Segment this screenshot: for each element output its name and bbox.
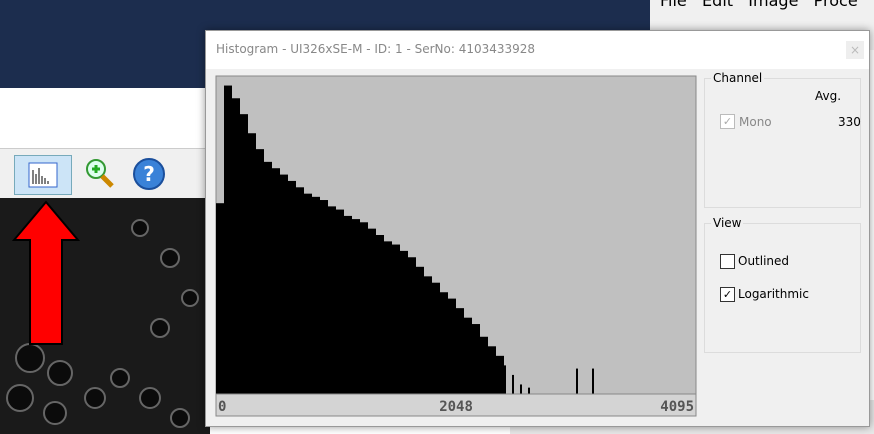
histogram-bar (360, 222, 368, 394)
histogram-bar (288, 181, 296, 394)
histogram-bar (400, 251, 408, 394)
menu-item[interactable]: Image (748, 0, 798, 10)
histogram-bar (480, 337, 488, 394)
histogram-bar (384, 241, 392, 394)
histogram-bar (368, 229, 376, 394)
menu-item[interactable]: Edit (702, 0, 733, 10)
close-button[interactable]: × (846, 41, 864, 59)
menu-item[interactable]: Proce (814, 0, 858, 10)
avg-value: 330 (838, 115, 861, 129)
checkbox-label: Logarithmic (738, 287, 809, 301)
histogram-bar (464, 318, 472, 394)
histogram-bar (392, 245, 400, 394)
group-label: Channel (711, 71, 764, 85)
zoom-button[interactable] (80, 155, 120, 193)
toolbar: ? (0, 148, 205, 199)
histogram-bar (312, 197, 320, 394)
histogram-bar (408, 257, 416, 394)
histogram-bar (520, 384, 522, 394)
title-bar: Histogram - UI326xSE-M - ID: 1 - SerNo: … (206, 31, 869, 69)
histogram-panel: 0 2048 4095 (215, 75, 697, 417)
histogram-bar (248, 133, 256, 394)
histogram-bar (472, 324, 480, 394)
histogram-bar (256, 149, 264, 394)
histogram-bar (352, 219, 360, 394)
menu-item[interactable]: File (660, 0, 687, 10)
histogram-bar (328, 206, 336, 394)
histogram-bar (416, 267, 424, 394)
histogram-bar (424, 276, 432, 394)
histogram-bar (272, 168, 280, 394)
histogram-bar (336, 210, 344, 394)
histogram-bar (576, 369, 578, 394)
icon (28, 162, 58, 188)
histogram-bar (280, 175, 288, 394)
histogram-bar (224, 86, 232, 394)
histogram-bar (440, 292, 448, 394)
group-label: View (711, 216, 743, 230)
histogram-bar (344, 216, 352, 394)
x-tick-label: 2048 (439, 399, 473, 415)
help-button[interactable]: ? (130, 155, 170, 193)
channel-group: Channel Avg. ✓ Mono 330 (704, 78, 861, 208)
x-tick-label: 0 (218, 399, 226, 415)
red-arrow (12, 200, 80, 346)
histogram-bar (264, 162, 272, 394)
histogram-bar (216, 203, 224, 394)
histogram-button[interactable] (14, 155, 72, 195)
histogram-dialog: Histogram - UI326xSE-M - ID: 1 - SerNo: … (205, 30, 870, 427)
checkbox-label: Mono (739, 115, 772, 129)
histogram-bar (456, 308, 464, 394)
histogram-bar (528, 388, 530, 394)
checkbox[interactable] (720, 254, 735, 269)
histogram-bar (296, 187, 304, 394)
histogram-bar (512, 375, 514, 394)
histogram-bar (304, 194, 312, 394)
column-header: Avg. (815, 89, 841, 103)
dialog-title: Histogram - UI326xSE-M - ID: 1 - SerNo: … (216, 42, 535, 56)
histogram-bar (240, 114, 248, 394)
histogram-bar (592, 369, 594, 394)
histogram-bar (496, 356, 504, 394)
histogram-bar (376, 235, 384, 394)
histogram-bar (504, 365, 506, 394)
histogram-bar (320, 200, 328, 394)
view-group: View Outlined ✓ Logarithmic (704, 223, 861, 353)
checkbox[interactable]: ✓ (720, 287, 735, 302)
screen: File Edit Image Proce ? Histogram - UI32… (0, 0, 874, 434)
checkbox-label: Outlined (738, 254, 789, 268)
menu-bar: File Edit Image Proce (660, 0, 858, 10)
checkbox[interactable]: ✓ (720, 114, 735, 129)
histogram-bar (448, 299, 456, 394)
histogram-bar (488, 346, 496, 394)
svg-text:?: ? (143, 162, 155, 186)
x-tick-label: 4095 (660, 399, 694, 415)
histogram-bar (232, 98, 240, 394)
histogram-bar (432, 283, 440, 394)
